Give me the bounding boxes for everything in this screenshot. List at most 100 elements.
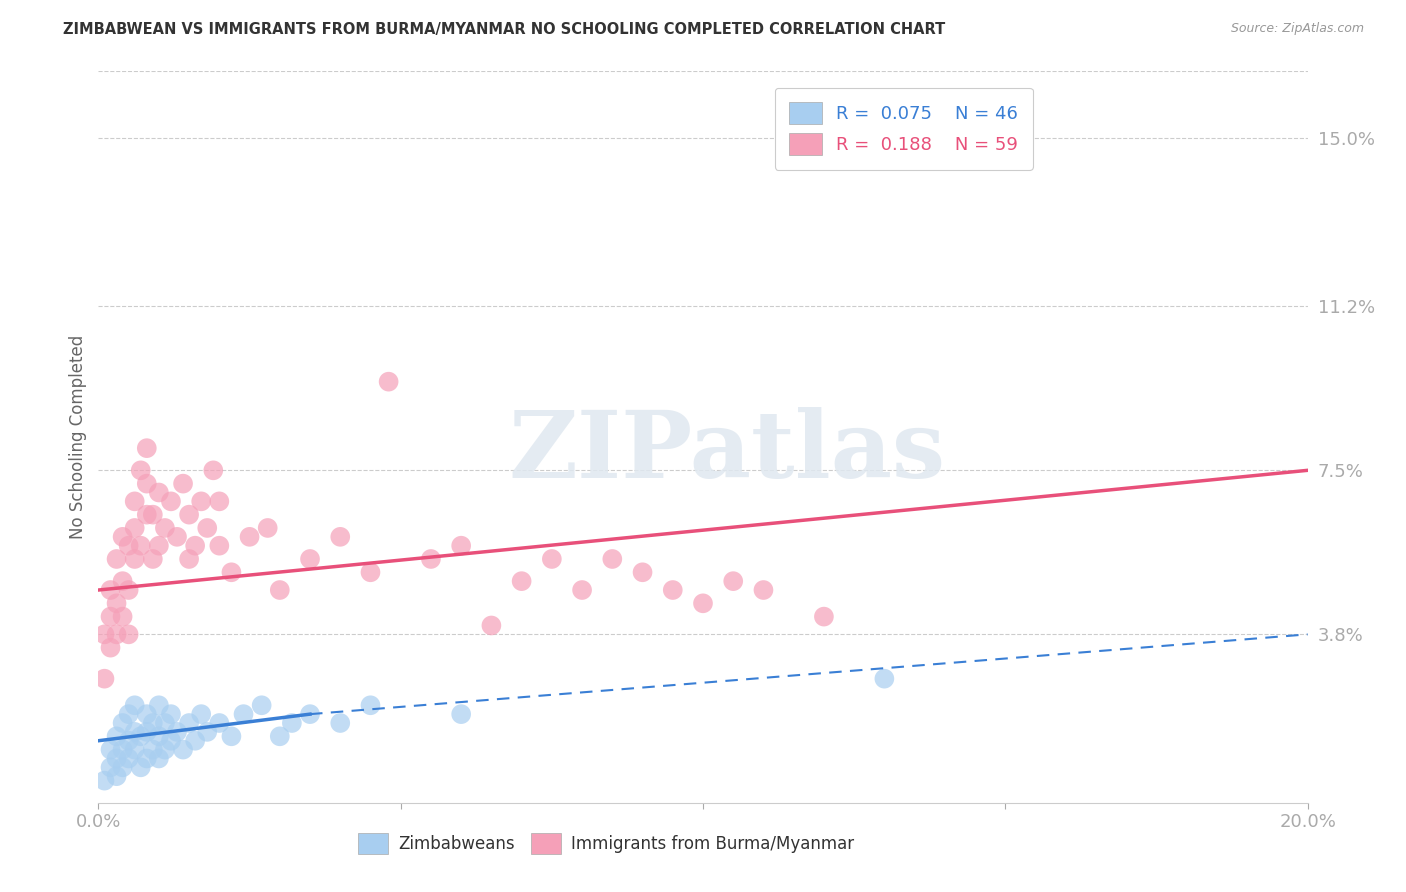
Point <box>195 521 218 535</box>
Point <box>111 609 134 624</box>
Point <box>661 582 683 597</box>
Point <box>571 582 593 597</box>
Point <box>142 552 165 566</box>
Point <box>692 596 714 610</box>
Point <box>93 627 115 641</box>
Point <box>160 733 183 747</box>
Point <box>100 640 122 655</box>
Point <box>105 769 128 783</box>
Point <box>166 724 188 739</box>
Point <box>135 751 157 765</box>
Point <box>148 751 170 765</box>
Point <box>208 539 231 553</box>
Point <box>93 672 115 686</box>
Point <box>232 707 254 722</box>
Point <box>105 627 128 641</box>
Point <box>160 707 183 722</box>
Point <box>420 552 443 566</box>
Y-axis label: No Schooling Completed: No Schooling Completed <box>69 335 87 539</box>
Point <box>179 716 201 731</box>
Point <box>329 530 352 544</box>
Point <box>105 596 128 610</box>
Point <box>129 539 152 553</box>
Point <box>360 566 382 580</box>
Text: ZIPatlas: ZIPatlas <box>509 407 946 497</box>
Point <box>269 582 291 597</box>
Point <box>172 476 194 491</box>
Point <box>111 760 134 774</box>
Point <box>118 539 141 553</box>
Point <box>540 552 562 566</box>
Point <box>111 574 134 589</box>
Point <box>100 760 122 774</box>
Point <box>239 530 262 544</box>
Point <box>153 716 176 731</box>
Text: ZIMBABWEAN VS IMMIGRANTS FROM BURMA/MYANMAR NO SCHOOLING COMPLETED CORRELATION C: ZIMBABWEAN VS IMMIGRANTS FROM BURMA/MYAN… <box>63 22 945 37</box>
Point <box>250 698 273 713</box>
Point <box>105 552 128 566</box>
Point <box>118 751 141 765</box>
Point <box>135 476 157 491</box>
Point <box>360 698 382 713</box>
Point <box>510 574 533 589</box>
Point <box>221 729 243 743</box>
Point <box>148 729 170 743</box>
Point <box>124 521 146 535</box>
Point <box>329 716 352 731</box>
Point <box>195 724 218 739</box>
Point <box>142 742 165 756</box>
Point <box>179 508 201 522</box>
Point <box>256 521 278 535</box>
Point <box>142 508 165 522</box>
Point <box>100 742 122 756</box>
Point <box>111 530 134 544</box>
Point <box>124 698 146 713</box>
Point <box>153 521 176 535</box>
Point <box>190 707 212 722</box>
Point <box>148 539 170 553</box>
Point <box>631 566 654 580</box>
Point <box>124 742 146 756</box>
Point <box>118 627 141 641</box>
Point <box>602 552 624 566</box>
Point <box>160 494 183 508</box>
Point <box>93 773 115 788</box>
Point <box>129 463 152 477</box>
Point <box>111 716 134 731</box>
Point <box>299 707 322 722</box>
Point <box>166 530 188 544</box>
Legend: Zimbabweans, Immigrants from Burma/Myanmar: Zimbabweans, Immigrants from Burma/Myanm… <box>352 827 860 860</box>
Point <box>148 485 170 500</box>
Point <box>208 494 231 508</box>
Point <box>135 441 157 455</box>
Point <box>281 716 304 731</box>
Point <box>135 724 157 739</box>
Point <box>873 672 896 686</box>
Point <box>118 707 141 722</box>
Point <box>202 463 225 477</box>
Point <box>208 716 231 731</box>
Text: Source: ZipAtlas.com: Source: ZipAtlas.com <box>1230 22 1364 36</box>
Point <box>118 733 141 747</box>
Point <box>450 707 472 722</box>
Point <box>813 609 835 624</box>
Point <box>105 751 128 765</box>
Point <box>299 552 322 566</box>
Point <box>105 729 128 743</box>
Point <box>377 375 399 389</box>
Point <box>752 582 775 597</box>
Point <box>135 707 157 722</box>
Point <box>190 494 212 508</box>
Point <box>148 698 170 713</box>
Point <box>129 729 152 743</box>
Point <box>135 508 157 522</box>
Point <box>723 574 745 589</box>
Point <box>118 582 141 597</box>
Point <box>124 552 146 566</box>
Point <box>179 552 201 566</box>
Point <box>184 539 207 553</box>
Point <box>129 760 152 774</box>
Point <box>269 729 291 743</box>
Point <box>124 494 146 508</box>
Point <box>142 716 165 731</box>
